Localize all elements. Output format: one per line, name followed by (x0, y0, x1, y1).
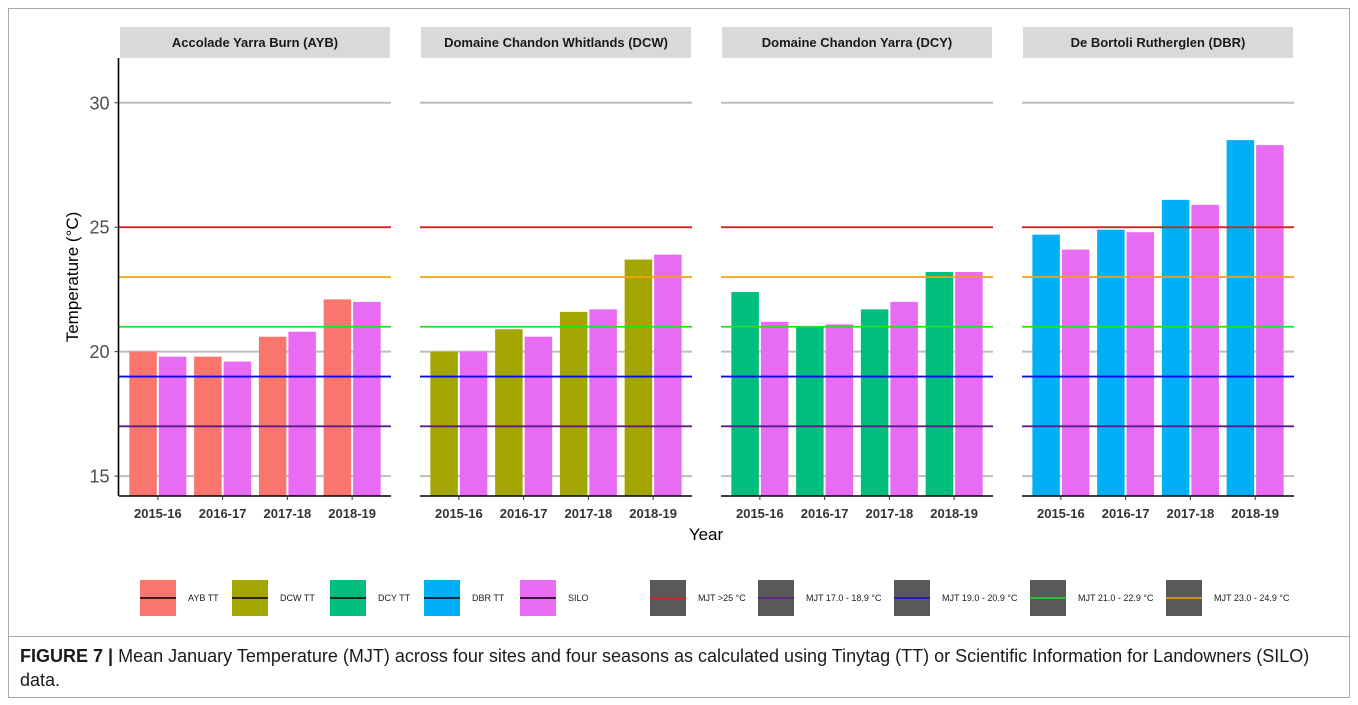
legend-item-mjt-17-0-18-9-c: MJT 17.0 - 18.9 °C (758, 580, 882, 616)
facet-strip (120, 27, 390, 58)
bar-dcy-tt-2017-18 (860, 309, 889, 496)
legend-label: MJT 23.0 - 24.9 °C (1214, 593, 1290, 603)
bar-silo-2016-17 (1126, 232, 1155, 497)
legend-label: MJT 17.0 - 18.9 °C (806, 593, 882, 603)
y-tick-label: 25 (89, 218, 109, 238)
bar-silo-2016-17 (524, 336, 553, 496)
facet-panels: 2015-16 2016-17 2017-18 2018-19 Accolade Yar… (119, 27, 1294, 521)
x-tick-label: 2017-18 (1167, 506, 1215, 521)
bar-dbr-tt-2018-19 (1226, 140, 1255, 496)
legend-item-mjt-21-0-22-9-c: MJT 21.0 - 22.9 °C (1030, 580, 1154, 616)
x-tick-label: 2018-19 (1231, 506, 1279, 521)
facet-strip (421, 27, 691, 58)
bar-silo-2017-18 (589, 309, 617, 496)
bar-ayb-tt-2018-19 (323, 299, 352, 496)
bar-silo-2017-18 (1191, 204, 1219, 497)
facet-panel-de-bortoli-rutherglen-dbr: 2015-16 2016-17 2017-18 2018-19 De Bortoli R… (1022, 27, 1294, 521)
facet-title: Accolade Yarra Burn (AYB) (172, 35, 338, 50)
bar-dbr-tt-2015-16 (1032, 234, 1060, 496)
facet-strip (722, 27, 992, 58)
x-axis-title: Year (689, 525, 724, 544)
legend-item-dbr-tt: DBR TT (424, 580, 505, 616)
facet-panel-domaine-chandon-yarra-dcy: 2015-16 2016-17 2017-18 2018-19 Domaine Chan… (721, 27, 993, 521)
x-tick-label: 2015-16 (736, 506, 784, 521)
legend-label: DCW TT (280, 593, 315, 603)
facet-title: Domaine Chandon Whitlands (DCW) (444, 35, 668, 50)
facet-title: De Bortoli Rutherglen (DBR) (1071, 35, 1246, 50)
x-tick-label: 2017-18 (264, 506, 312, 521)
bar-dcw-tt-2018-19 (624, 259, 653, 496)
x-tick-label: 2017-18 (866, 506, 914, 521)
bar-dcy-tt-2016-17 (796, 326, 824, 496)
y-tick-label: 30 (89, 93, 109, 113)
facet-title: Domaine Chandon Yarra (DCY) (762, 35, 952, 50)
legend-label: AYB TT (188, 593, 219, 603)
bar-dcy-tt-2018-19 (925, 272, 954, 496)
caption-label: FIGURE 7 | (20, 646, 114, 666)
figure-caption: FIGURE 7 | Mean January Temperature (MJT… (9, 636, 1349, 696)
legend-item-mjt-23-0-24-9-c: MJT 23.0 - 24.9 °C (1166, 580, 1290, 616)
facet-strip (1023, 27, 1293, 58)
x-tick-label: 2015-16 (134, 506, 182, 521)
x-tick-label: 2016-17 (500, 506, 548, 521)
bar-silo-2015-16 (760, 321, 789, 496)
x-tick-label: 2018-19 (930, 506, 978, 521)
legend-label: MJT 19.0 - 20.9 °C (942, 593, 1018, 603)
bar-dcy-tt-2015-16 (731, 291, 759, 496)
legend-item-mjt-19-0-20-9-c: MJT 19.0 - 20.9 °C (894, 580, 1018, 616)
legend-item-ayb-tt: AYB TT (140, 580, 219, 616)
legend-label: MJT >25 °C (698, 593, 746, 603)
faceted-bar-chart: 2015-16 2016-17 2017-18 2018-19 Accolade Yar… (63, 27, 1294, 616)
x-tick-label: 2016-17 (199, 506, 247, 521)
facet-panel-accolade-yarra-burn-ayb: 2015-16 2016-17 2017-18 2018-19 Accolade Yar… (119, 27, 391, 521)
legend-label: DCY TT (378, 593, 411, 603)
bar-silo-2018-19 (654, 254, 682, 496)
legend-item-dcy-tt: DCY TT (330, 580, 411, 616)
bar-silo-2017-18 (890, 301, 918, 496)
x-tick-label: 2015-16 (435, 506, 483, 521)
legend: AYB TT DCW TT DCY TT DBR TT SILO MJT >25 °C MJ… (140, 580, 1290, 616)
legend-label: SILO (568, 593, 589, 603)
x-tick-label: 2018-19 (629, 506, 677, 521)
legend-item-silo: SILO (520, 580, 589, 616)
bar-silo-2016-17 (223, 361, 252, 496)
x-tick-label: 2016-17 (1102, 506, 1150, 521)
facet-panel-domaine-chandon-whitlands-dcw: 2015-16 2016-17 2017-18 2018-19 Domaine Chan… (420, 27, 692, 521)
bar-silo-2018-19 (353, 301, 381, 496)
legend-label: DBR TT (472, 593, 505, 603)
bar-silo-2015-16 (1061, 249, 1090, 496)
y-axis-title: Temperature (°C) (63, 212, 82, 343)
caption-text: Mean January Temperature (MJT) across fo… (20, 646, 1310, 690)
legend-item-dcw-tt: DCW TT (232, 580, 315, 616)
figure-frame (8, 8, 1350, 698)
x-tick-label: 2015-16 (1037, 506, 1085, 521)
bar-silo-2018-19 (955, 272, 983, 496)
bar-ayb-tt-2017-18 (258, 336, 287, 496)
y-tick-label: 20 (89, 342, 109, 362)
bar-dbr-tt-2017-18 (1161, 199, 1190, 496)
x-tick-label: 2017-18 (565, 506, 613, 521)
bar-silo-2018-19 (1256, 145, 1284, 496)
y-axis: 15 20 25 30 (89, 58, 120, 496)
bar-silo-2016-17 (825, 324, 854, 496)
bar-dbr-tt-2016-17 (1097, 229, 1125, 496)
bar-dcw-tt-2015-16 (430, 351, 458, 496)
bar-dcw-tt-2016-17 (495, 329, 523, 496)
x-tick-label: 2018-19 (328, 506, 376, 521)
y-tick-label: 15 (89, 467, 109, 487)
x-tick-label: 2016-17 (801, 506, 849, 521)
legend-label: MJT 21.0 - 22.9 °C (1078, 593, 1154, 603)
bar-ayb-tt-2015-16 (129, 351, 157, 496)
bar-silo-2017-18 (288, 331, 316, 496)
bar-silo-2015-16 (459, 351, 488, 496)
legend-item-mjt-25-c: MJT >25 °C (650, 580, 746, 616)
bar-dcw-tt-2017-18 (559, 311, 588, 496)
